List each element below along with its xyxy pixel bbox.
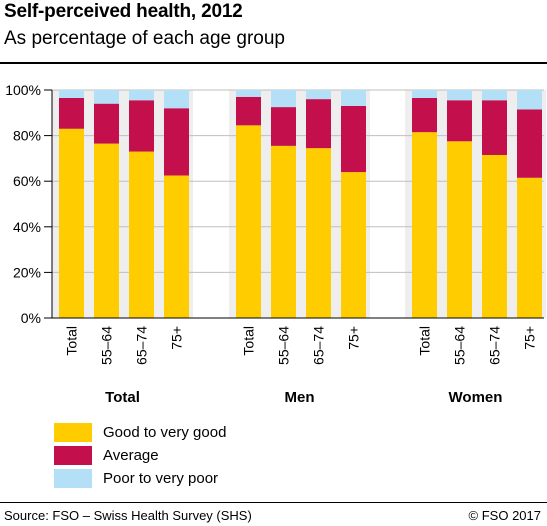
x-tick-label: 75+: [169, 326, 185, 350]
bar-segment-poor: [341, 90, 366, 106]
bar-segment-average: [129, 100, 154, 152]
bar-segment-good: [236, 125, 261, 318]
bar-segment-average: [236, 96, 261, 126]
bar-segment-good: [482, 154, 507, 318]
bar-segment-average: [59, 97, 84, 129]
bar-segment-poor: [306, 90, 331, 100]
legend-swatch-poor: [54, 469, 92, 488]
y-tick-label: 100%: [5, 82, 41, 98]
bar-segment-good: [306, 148, 331, 318]
bar-segment-good: [517, 177, 542, 318]
x-tick-label: Total: [64, 326, 80, 356]
legend-swatch-average: [54, 446, 92, 465]
bar-segment-poor: [517, 90, 542, 110]
x-tick-label: 65–74: [487, 326, 503, 365]
bar-segment-poor: [482, 90, 507, 101]
bar-segment-poor: [412, 90, 437, 98]
bar-segment-average: [482, 100, 507, 155]
group-label: Total: [105, 389, 140, 406]
bar-segment-average: [306, 99, 331, 149]
bar-segment-average: [271, 107, 296, 146]
group-label: Women: [449, 389, 503, 406]
bar-segment-average: [517, 109, 542, 178]
bar-segment-poor: [94, 90, 119, 104]
bar-segment-good: [341, 172, 366, 318]
title-divider: [0, 62, 547, 64]
chart-title: Self-perceived health, 2012: [4, 1, 243, 22]
bar-segment-poor: [236, 90, 261, 97]
y-tick-label: 80%: [13, 128, 41, 144]
y-tick-label: 40%: [13, 219, 41, 235]
y-tick-label: 20%: [13, 264, 41, 280]
bar-segment-average: [412, 97, 437, 133]
legend-label-poor: Poor to very poor: [103, 470, 219, 487]
bar-segment-average: [94, 103, 119, 144]
source-note: Source: FSO – Swiss Health Survey (SHS): [4, 508, 252, 523]
x-tick-label: 75+: [522, 326, 538, 350]
bar-segment-poor: [271, 90, 296, 108]
bar-segment-average: [164, 108, 189, 176]
bar-segment-poor: [129, 90, 154, 101]
chart-subtitle: As percentage of each age group: [4, 28, 285, 49]
x-tick-label: 55–64: [452, 326, 468, 365]
bar-segment-good: [164, 175, 189, 318]
x-tick-label: 65–74: [311, 326, 327, 365]
legend-label-good: Good to very good: [103, 424, 227, 441]
x-tick-label: 55–64: [99, 326, 115, 365]
bar-segment-good: [94, 143, 119, 318]
bar-segment-good: [271, 145, 296, 318]
bar-segment-good: [129, 151, 154, 318]
legend-swatch-good: [54, 423, 92, 442]
bar-segment-good: [412, 132, 437, 318]
y-tick-label: 60%: [13, 173, 41, 189]
x-tick-label: 65–74: [134, 326, 150, 365]
x-tick-label: 75+: [346, 326, 362, 350]
bar-segment-average: [447, 100, 472, 142]
bar-segment-poor: [59, 90, 84, 98]
x-tick-label: Total: [417, 326, 433, 356]
x-tick-label: Total: [241, 326, 257, 356]
footer-divider: [0, 502, 547, 503]
y-tick-label: 0%: [21, 310, 41, 326]
copyright-note: © FSO 2017: [468, 508, 541, 523]
legend-label-average: Average: [103, 447, 159, 464]
bar-segment-good: [59, 128, 84, 318]
bar-segment-good: [447, 141, 472, 318]
bar-segment-poor: [447, 90, 472, 101]
bar-segment-average: [341, 105, 366, 173]
x-tick-label: 55–64: [276, 326, 292, 365]
stacked-bar-chart: 0% 20% 40% 60% 80% 100% Total 55–64 65–74 75+ Tota…: [5, 82, 546, 406]
bar-segment-poor: [164, 90, 189, 109]
group-label: Men: [285, 389, 315, 406]
